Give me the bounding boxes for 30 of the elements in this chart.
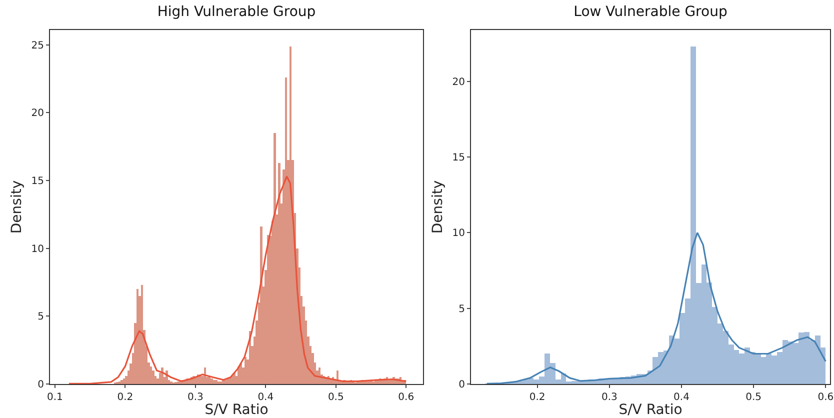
line-series	[68, 176, 407, 384]
y-axis-title: Density	[8, 180, 25, 234]
y-tick-label: 15	[452, 152, 465, 164]
y-tick-label: 20	[31, 108, 44, 120]
x-tick-label: 0.4	[258, 392, 274, 403]
y-tick-label: 20	[452, 76, 465, 88]
y-tick-label: 25	[31, 40, 44, 52]
x-tick-label: 0.6	[398, 392, 414, 403]
x-tick-label: 0.1	[46, 392, 63, 403]
x-tick-label: 0.3	[187, 392, 204, 403]
x-tick-label: 0.2	[529, 392, 546, 403]
y-tick-label: 10	[31, 244, 44, 255]
y-tick-label: 5	[38, 312, 44, 323]
x-axis-title: S/V Ratio	[204, 402, 268, 418]
y-tick-label: 0	[38, 380, 44, 390]
x-tick-label: 0.5	[328, 392, 344, 403]
y-tick-label: 15	[31, 176, 44, 188]
chart-title: High Vulnerable Group	[157, 4, 316, 20]
y-tick-label: 0	[458, 380, 465, 390]
y-axis-title: Density	[430, 180, 446, 234]
x-tick-label: 0.3	[601, 392, 618, 403]
x-tick-label: 0.6	[818, 392, 834, 403]
x-tick-label: 0.4	[674, 392, 690, 403]
chart-title: Low Vulnerable Group	[574, 4, 728, 20]
y-tick-label: 10	[452, 228, 465, 240]
x-tick-label: 0.5	[746, 392, 762, 403]
x-axis-title: S/V Ratio	[618, 402, 682, 418]
x-tick-label: 0.2	[117, 392, 134, 403]
line-series	[486, 232, 826, 384]
y-tick-label: 5	[458, 304, 465, 315]
